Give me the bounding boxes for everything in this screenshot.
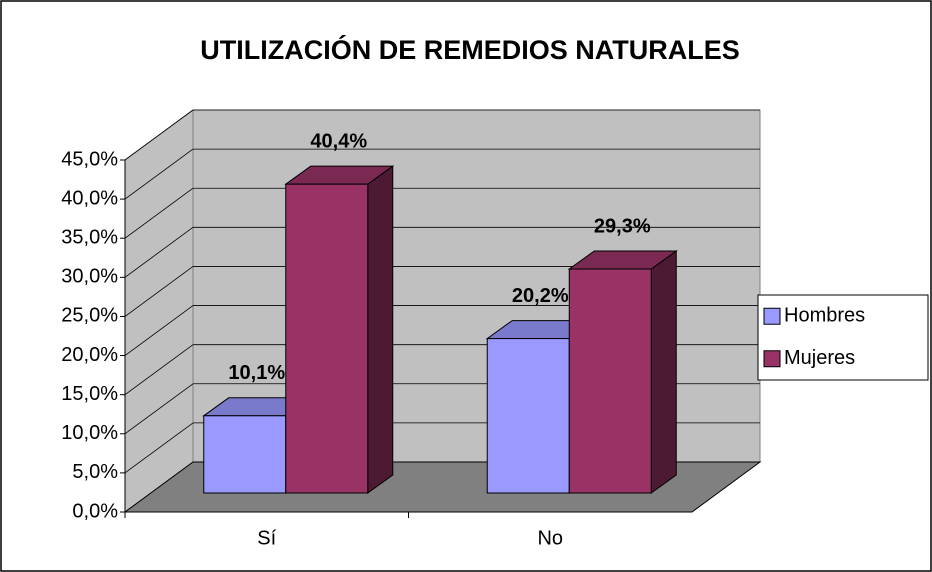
y-tick-label: 40,0% bbox=[61, 187, 118, 209]
legend-swatch bbox=[763, 307, 781, 325]
y-tick-label: 45,0% bbox=[61, 148, 118, 170]
grid-line bbox=[124, 187, 194, 239]
chart-title: UTILIZACIÓN DE REMEDIOS NATURALES bbox=[200, 34, 740, 65]
y-tick-label: 10,0% bbox=[61, 422, 118, 444]
data-label: 40,4% bbox=[310, 130, 367, 152]
y-tick-label: 5,0% bbox=[72, 461, 118, 483]
legend-box bbox=[757, 294, 929, 381]
x-tick-label: Sí bbox=[257, 527, 276, 549]
legend-label: Mujeres bbox=[784, 347, 855, 369]
y-tick-label: 15,0% bbox=[61, 383, 118, 405]
y-tick-label: 0,0% bbox=[72, 500, 118, 522]
data-label: 29,3% bbox=[594, 215, 651, 237]
bar-side bbox=[367, 165, 394, 494]
bar bbox=[203, 415, 287, 494]
grid-line bbox=[124, 227, 194, 278]
bar bbox=[568, 268, 652, 494]
grid-line bbox=[124, 148, 194, 200]
grid-line bbox=[124, 109, 194, 161]
grid-line bbox=[124, 305, 194, 356]
data-label: 10,1% bbox=[228, 362, 285, 384]
data-label: 20,2% bbox=[512, 285, 569, 307]
y-tick-label: 30,0% bbox=[61, 266, 118, 288]
bar bbox=[486, 338, 570, 494]
grid-line bbox=[124, 422, 194, 474]
legend-swatch bbox=[763, 350, 781, 368]
legend-label: Hombres bbox=[784, 305, 865, 327]
y-tick-label: 25,0% bbox=[61, 305, 118, 327]
grid-line bbox=[124, 383, 194, 435]
bar bbox=[285, 183, 369, 494]
side-wall bbox=[124, 109, 194, 513]
bar-side bbox=[650, 250, 677, 494]
y-tick-label: 35,0% bbox=[61, 227, 118, 249]
grid-line bbox=[124, 344, 194, 395]
y-tick-label: 20,0% bbox=[61, 344, 118, 366]
grid-line bbox=[124, 266, 194, 317]
x-tick-label: No bbox=[537, 527, 563, 549]
